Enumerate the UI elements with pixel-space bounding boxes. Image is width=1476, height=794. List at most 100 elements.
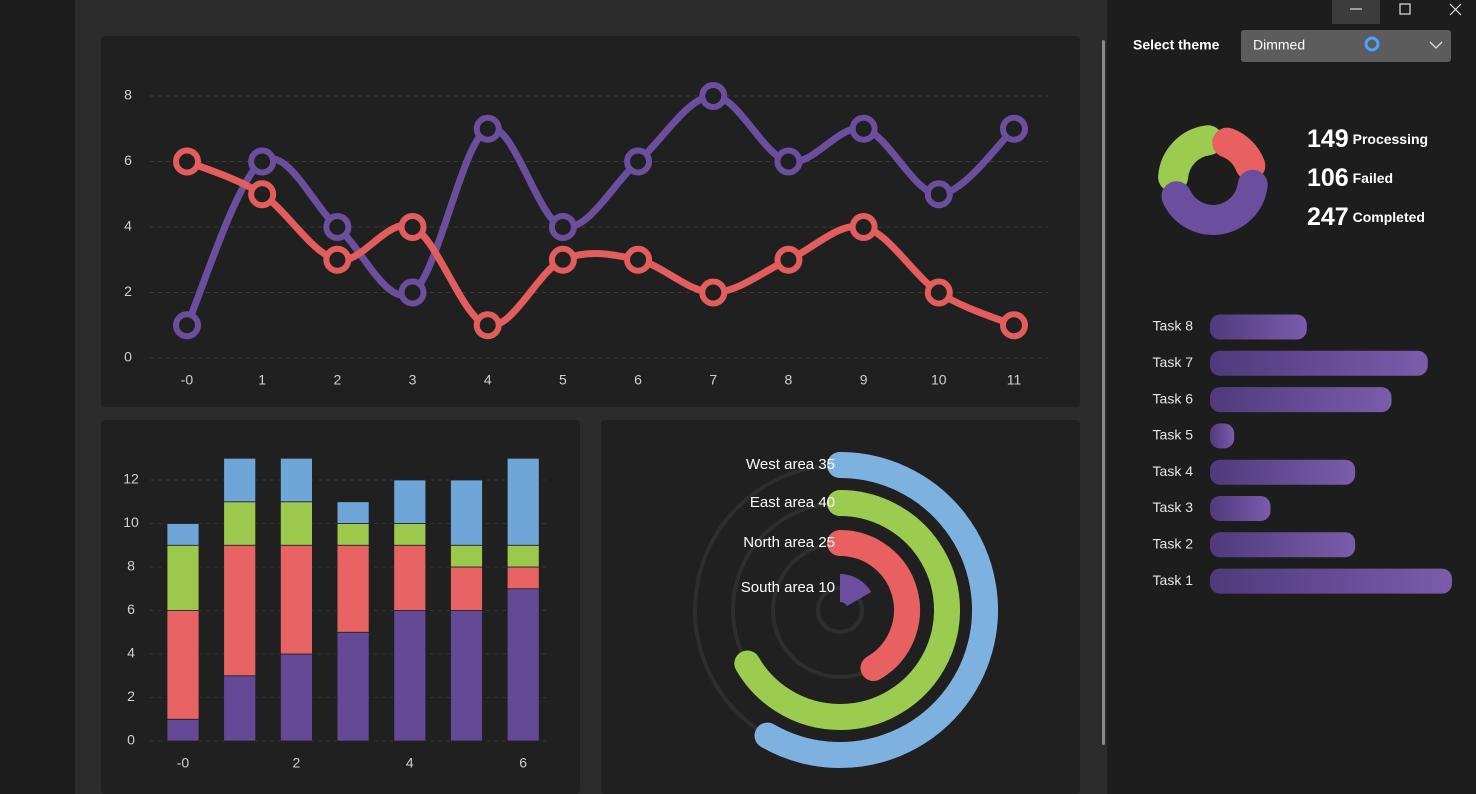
- bar-segment: [223, 675, 257, 742]
- category-name: South area: [741, 579, 815, 596]
- x-tick-label: 11: [1007, 372, 1022, 388]
- radial-label: West area 35: [746, 456, 835, 473]
- bar-segment: [393, 479, 427, 524]
- x-tick-label: 10: [931, 372, 947, 388]
- task-label: Task 5: [1153, 427, 1194, 443]
- bar-segment: [450, 566, 483, 611]
- bar-segment: [279, 544, 313, 655]
- point-marker: [924, 180, 953, 209]
- point-marker: [699, 82, 728, 110]
- stat-value: 149: [1307, 125, 1349, 153]
- task-label: Task 6: [1153, 390, 1194, 406]
- point-marker: [849, 114, 878, 143]
- maximize-button[interactable]: [1399, 3, 1411, 15]
- bar-segment: [393, 544, 427, 611]
- theme-label: Select theme: [1133, 37, 1220, 53]
- x-tick-label: -0: [177, 755, 190, 771]
- theme-combobox[interactable]: [1241, 30, 1451, 62]
- y-tick-label: 12: [123, 471, 139, 487]
- x-tick-label: -0: [181, 372, 194, 388]
- y-tick-label: 6: [124, 152, 132, 168]
- x-tick-label: 4: [484, 372, 492, 388]
- task-label: Task 3: [1153, 499, 1194, 515]
- minimize-button[interactable]: [1332, 0, 1380, 24]
- radial-label: North area 25: [743, 534, 835, 551]
- point-marker: [699, 278, 728, 307]
- donut-stat: 106 Failed: [1307, 164, 1393, 192]
- scrollbar[interactable]: [1102, 40, 1105, 745]
- donut-segment: [1158, 125, 1224, 193]
- point-marker: [173, 147, 201, 176]
- combobox-chevron: [1429, 41, 1443, 49]
- point-marker: [999, 114, 1028, 143]
- y-tick-label: 4: [124, 218, 132, 234]
- x-tick-label: 4: [406, 755, 414, 771]
- bar-segment: [506, 544, 540, 568]
- radial-label: South area 10: [741, 579, 835, 596]
- stat-name: Completed: [1353, 209, 1425, 225]
- bar-segment: [223, 544, 257, 677]
- point-marker: [849, 213, 878, 241]
- category-name: North area: [743, 534, 815, 551]
- bar-segment: [450, 479, 483, 546]
- y-tick-label: 6: [127, 601, 135, 617]
- theme-value: Dimmed: [1253, 37, 1305, 53]
- stat-value: 106: [1307, 164, 1349, 192]
- bar-segment: [393, 523, 427, 546]
- point-marker: [624, 245, 653, 274]
- x-tick-label: 1: [258, 372, 266, 388]
- bar-segment: [223, 501, 257, 546]
- x-tick-label: 5: [559, 372, 567, 388]
- bar-segment: [336, 544, 370, 633]
- x-tick-label: 9: [860, 372, 868, 388]
- bar-segment: [506, 566, 540, 590]
- category-name: East area: [750, 494, 815, 511]
- point-marker: [473, 114, 502, 143]
- bar-segment: [336, 501, 370, 524]
- close-button[interactable]: [1449, 3, 1462, 16]
- value-label: 35: [818, 456, 835, 473]
- task-bar: [1210, 568, 1452, 594]
- point-marker: [473, 311, 502, 340]
- radial-label: East area 40: [750, 494, 835, 511]
- category-name: West area: [746, 456, 815, 473]
- x-tick-label: 2: [333, 372, 341, 388]
- task-label: Task 8: [1153, 318, 1194, 334]
- x-tick-label: 8: [785, 372, 793, 388]
- bar-segment: [223, 457, 257, 503]
- x-tick-label: 7: [709, 372, 717, 388]
- task-bar: [1210, 314, 1307, 340]
- bar-segment: [166, 523, 200, 546]
- bar-segment: [393, 610, 427, 742]
- donut-segment: [1161, 169, 1268, 235]
- value-label: 40: [818, 494, 835, 511]
- busy-indicator: [1364, 36, 1380, 52]
- point-marker: [398, 213, 427, 241]
- point-marker: [398, 278, 427, 307]
- bar-segment: [166, 610, 200, 720]
- radial-bar: [734, 490, 960, 730]
- donut-stat: 247 Completed: [1307, 203, 1425, 231]
- radial-bar: [838, 574, 872, 608]
- point-marker: [548, 213, 577, 241]
- y-tick-label: 0: [124, 349, 132, 365]
- line-chart-panel: [101, 36, 1080, 407]
- bar-segment: [166, 544, 200, 611]
- x-tick-label: 6: [634, 372, 642, 388]
- bar-segment: [279, 457, 313, 503]
- task-label: Task 2: [1153, 536, 1194, 552]
- task-bar: [1210, 350, 1428, 376]
- point-marker: [924, 278, 953, 307]
- bar-segment: [506, 588, 540, 742]
- point-marker: [774, 147, 803, 176]
- task-bar: [1210, 387, 1392, 413]
- y-tick-label: 10: [123, 514, 139, 530]
- bar-segment: [336, 631, 370, 742]
- point-marker: [999, 311, 1028, 340]
- bar-segment: [279, 653, 313, 742]
- point-marker: [248, 180, 277, 209]
- bar-segment: [450, 544, 483, 568]
- task-label: Task 4: [1153, 463, 1194, 479]
